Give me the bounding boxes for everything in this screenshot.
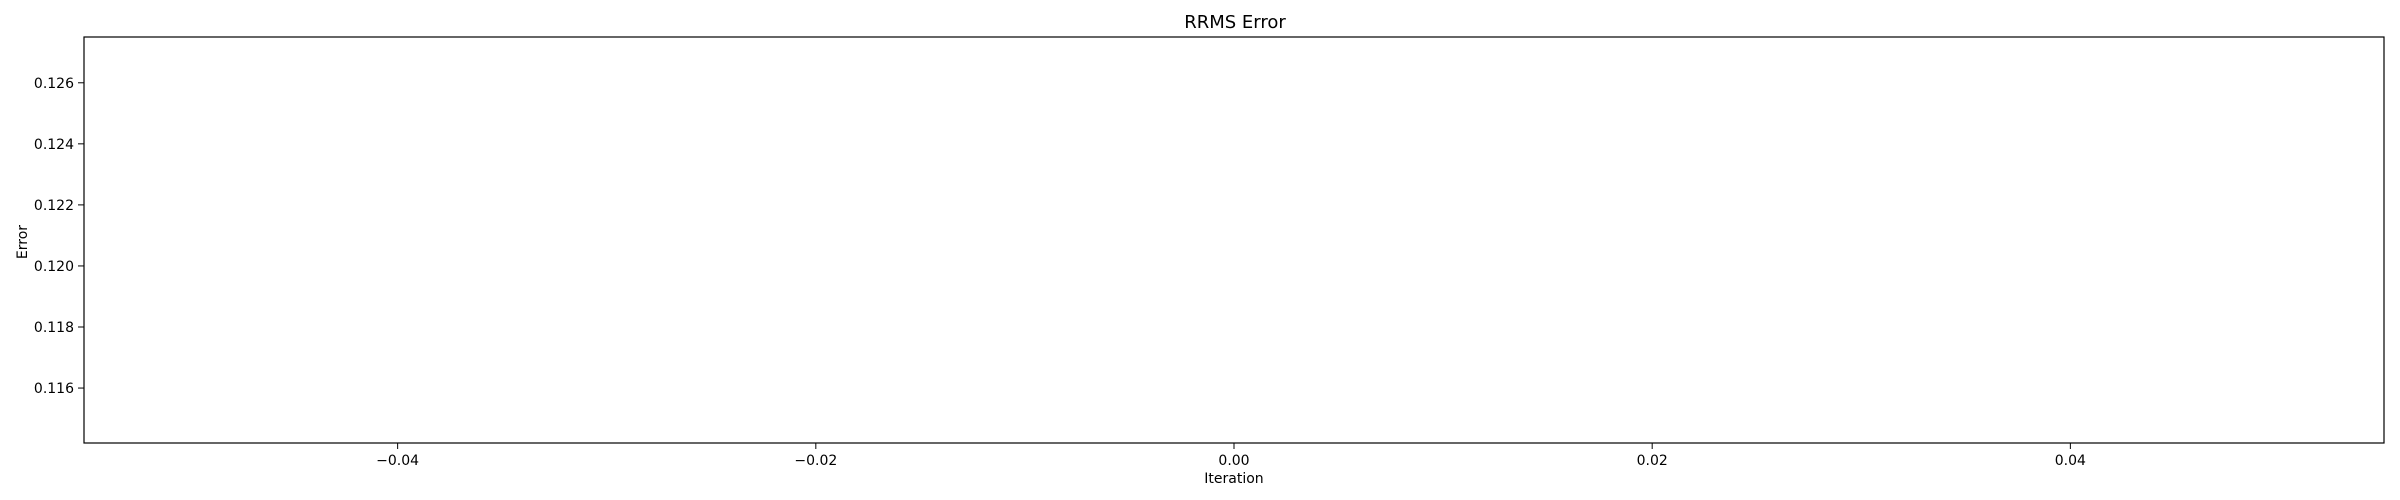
- x-tick-label: 0.04: [2055, 453, 2086, 469]
- y-tick-label: 0.116: [34, 381, 74, 397]
- x-tick-label: 0.00: [1218, 453, 1249, 469]
- y-tick-label: 0.124: [34, 137, 74, 153]
- y-axis-label: Error: [15, 225, 31, 259]
- y-tick-label: 0.126: [34, 76, 74, 92]
- chart-title: RRMS Error: [1184, 12, 1286, 33]
- y-tick-label: 0.122: [34, 198, 74, 214]
- y-tick-label: 0.118: [34, 320, 74, 336]
- x-tick-label: −0.04: [376, 453, 419, 469]
- plot-area-frame: [83, 36, 2385, 444]
- x-axis-label: Iteration: [1204, 471, 1263, 487]
- y-axis: 0.116 0.118 0.120 0.122 0.124 0.126: [34, 76, 84, 397]
- x-tick-label: −0.02: [794, 453, 837, 469]
- x-tick-label: 0.02: [1637, 453, 1668, 469]
- x-axis: −0.04 −0.02 0.00 0.02 0.04: [376, 443, 2086, 469]
- y-tick-label: 0.120: [34, 259, 74, 275]
